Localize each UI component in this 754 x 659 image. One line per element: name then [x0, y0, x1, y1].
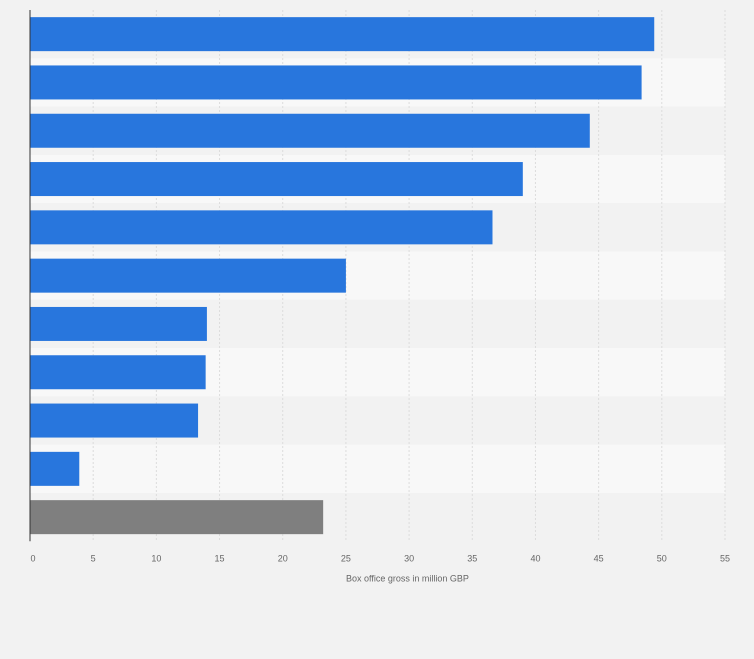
x-tick-label: 20 — [278, 553, 288, 563]
x-tick-label: 30 — [404, 553, 414, 563]
bars — [30, 17, 655, 535]
bar[interactable] — [30, 113, 590, 148]
bar[interactable] — [30, 17, 655, 52]
bar[interactable] — [30, 65, 642, 100]
x-tick-label: 10 — [151, 553, 161, 563]
bar[interactable] — [30, 500, 324, 535]
x-tick-label: 35 — [467, 553, 477, 563]
bar[interactable] — [30, 306, 207, 341]
bar[interactable] — [30, 403, 199, 438]
x-tick-label: 5 — [91, 553, 96, 563]
x-tick-label: 45 — [594, 553, 604, 563]
x-tick-label: 50 — [657, 553, 667, 563]
row-band — [30, 444, 725, 493]
x-tick-label: 40 — [530, 553, 540, 563]
bar[interactable] — [30, 210, 493, 245]
x-tick-label: 15 — [215, 553, 225, 563]
x-tick-label: 0 — [30, 553, 35, 563]
x-axis-title: Box office gross in million GBP — [346, 573, 469, 583]
bar[interactable] — [30, 162, 523, 197]
bar[interactable] — [30, 355, 206, 390]
x-tick-label: 25 — [341, 553, 351, 563]
x-tick-label: 55 — [720, 553, 730, 563]
x-tick-labels: 0 5 10 15 20 25 30 35 40 45 50 55 — [30, 553, 730, 563]
bar[interactable] — [30, 258, 346, 293]
bar[interactable] — [30, 451, 80, 486]
